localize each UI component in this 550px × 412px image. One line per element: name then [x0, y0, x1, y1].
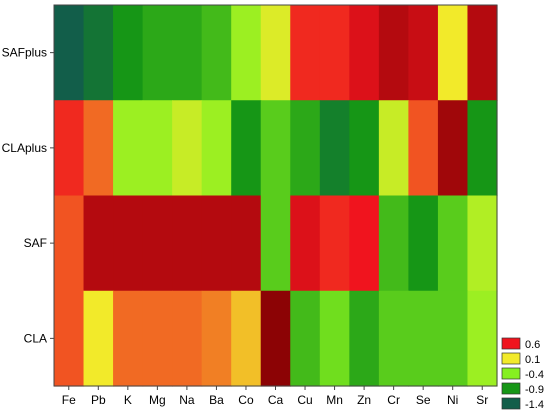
heatmap-cell-SAFplus-Fe — [54, 5, 85, 101]
heatmap-cell-SAF-Zn — [349, 195, 380, 292]
heatmap-cell-CLAplus-Se — [408, 100, 439, 197]
heatmap-cell-CLAplus-Sr — [467, 100, 498, 197]
heatmap-cell-SAFplus-K — [113, 5, 144, 101]
heatmap-cell-SAFplus-Cr — [378, 5, 409, 101]
heatmap-cell-CLAplus-Fe — [54, 100, 85, 197]
heatmap-cell-SAF-Ba — [201, 195, 232, 292]
heatmap-cell-SAFplus-Zn — [349, 5, 380, 101]
x-tick-label: Zn — [357, 393, 371, 407]
legend-label: -0.4 — [525, 369, 544, 381]
legend-swatch — [501, 352, 521, 365]
heatmap-cell-SAF-Sr — [467, 195, 498, 292]
heatmap-cell-SAF-Pb — [83, 195, 114, 292]
x-tick-label: Cr — [387, 393, 400, 407]
heatmap-cell-SAF-Cr — [378, 195, 409, 292]
legend-swatch — [501, 397, 521, 410]
heatmap-cell-SAFplus-Cu — [290, 5, 321, 101]
heatmap-cell-CLAplus-Co — [231, 100, 262, 197]
heatmap-cell-CLA-Cr — [378, 290, 409, 387]
y-tick-label: CLAplus — [2, 141, 47, 155]
x-tick-label: Ni — [447, 393, 458, 407]
legend-swatch — [501, 367, 521, 380]
heatmap-cell-SAFplus-Sr — [467, 5, 498, 101]
heatmap-cell-SAFplus-Mn — [319, 5, 350, 101]
heatmap-cell-SAF-Ni — [437, 195, 469, 292]
x-tick-label: Mn — [326, 393, 343, 407]
heatmap-cell-CLAplus-Ba — [201, 100, 232, 197]
heatmap-cell-CLA-Se — [408, 290, 439, 387]
y-tick-label: SAFplus — [2, 46, 47, 60]
heatmap-cell-CLAplus-Ca — [260, 100, 291, 197]
heatmap-cell-SAF-Na — [172, 195, 203, 292]
x-tick-label: Mg — [149, 393, 166, 407]
heatmap-cell-CLA-Cu — [290, 290, 321, 387]
heatmap-cell-SAFplus-Na — [172, 5, 203, 101]
heatmap-cell-CLA-Mn — [319, 290, 350, 387]
x-tick-label: Pb — [91, 393, 106, 407]
x-tick-label: Co — [238, 393, 254, 407]
x-tick-label: Ca — [268, 393, 284, 407]
legend: 0.6 0.1 -0.4 -0.9 -1.4 — [501, 337, 544, 411]
heatmap-cell-CLA-Sr — [467, 290, 498, 387]
heatmap-cell-CLAplus-Ni — [437, 100, 469, 197]
heatmap-cell-SAF-Cu — [290, 195, 321, 292]
legend-label: -1.4 — [525, 399, 544, 411]
heatmap-cell-SAFplus-Ba — [201, 5, 232, 101]
x-tick-label: Na — [179, 393, 195, 407]
y-axis-ticks: SAFplus CLAplus SAF CLA — [2, 46, 54, 345]
x-tick-label: Cu — [297, 393, 312, 407]
heatmap-cells — [54, 5, 498, 387]
heatmap-cell-CLA-Ca — [260, 290, 291, 387]
heatmap-cell-CLAplus-Cr — [378, 100, 409, 197]
heatmap-cell-CLAplus-Na — [172, 100, 203, 197]
heatmap-cell-CLAplus-K — [113, 100, 144, 197]
legend-label: -0.9 — [525, 384, 544, 396]
x-tick-label: Fe — [62, 393, 76, 407]
heatmap-cell-SAF-Fe — [54, 195, 85, 292]
heatmap-cell-CLA-Co — [231, 290, 262, 387]
heatmap-cell-SAF-Mn — [319, 195, 350, 292]
heatmap-cell-SAFplus-Co — [231, 5, 262, 101]
heatmap-cell-SAFplus-Ca — [260, 5, 291, 101]
heatmap-cell-SAF-Mg — [142, 195, 173, 292]
legend-label: 0.1 — [525, 354, 540, 366]
x-tick-label: Se — [416, 393, 431, 407]
heatmap-cell-SAF-K — [113, 195, 144, 292]
y-tick-label: SAF — [24, 236, 47, 250]
x-tick-label: Ba — [209, 393, 224, 407]
heatmap-cell-SAFplus-Se — [408, 5, 439, 101]
heatmap-cell-CLA-Pb — [83, 290, 114, 387]
legend-swatch — [501, 382, 521, 395]
heatmap-cell-SAF-Co — [231, 195, 262, 292]
heatmap-cell-SAF-Ca — [260, 195, 291, 292]
heatmap-cell-CLA-Mg — [142, 290, 173, 387]
heatmap-cell-CLAplus-Pb — [83, 100, 114, 197]
heatmap-cell-SAFplus-Pb — [83, 5, 114, 101]
x-tick-label: Sr — [476, 393, 488, 407]
heatmap-cell-SAF-Se — [408, 195, 439, 292]
x-axis-ticks: Fe Pb K Mg Na Ba Co Ca Cu Mn Zn Cr Se Ni Sr — [62, 386, 488, 407]
heatmap-cell-CLAplus-Mg — [142, 100, 173, 197]
heatmap-cell-SAFplus-Ni — [437, 5, 469, 101]
heatmap-cell-CLA-Na — [172, 290, 203, 387]
heatmap-cell-CLAplus-Zn — [349, 100, 380, 197]
legend-label: 0.6 — [525, 339, 540, 351]
heatmap-cell-CLAplus-Cu — [290, 100, 321, 197]
heatmap-cell-CLA-Fe — [54, 290, 85, 387]
heatmap-cell-CLA-Ba — [201, 290, 232, 387]
heatmap-cell-CLA-Ni — [437, 290, 469, 387]
legend-swatch — [501, 337, 521, 350]
heatmap-cell-CLA-Zn — [349, 290, 380, 387]
heatmap-cell-CLAplus-Mn — [319, 100, 350, 197]
x-tick-label: K — [124, 393, 132, 407]
heatmap-cell-SAFplus-Mg — [142, 5, 173, 101]
heatmap-cell-CLA-K — [113, 290, 144, 387]
y-tick-label: CLA — [24, 331, 47, 345]
